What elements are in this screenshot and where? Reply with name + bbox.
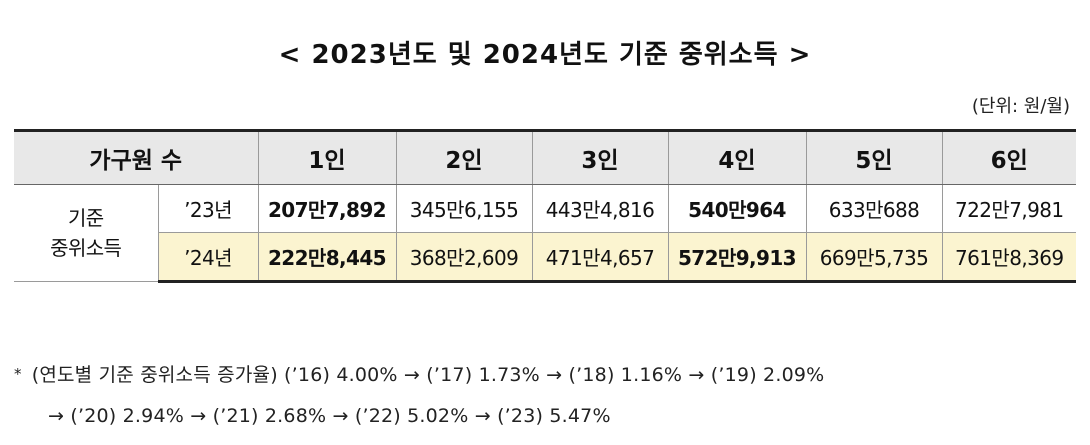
year-cell-2023: ’23년 [157, 184, 259, 233]
table-row-2024: ’24년 222만8,445 368만2,609 471만4,657 572만9… [14, 232, 1076, 283]
row-label-median-income: 기준 중위소득 [14, 184, 159, 282]
header-2-person: 2인 [395, 129, 533, 185]
cell-2024-6: 761만8,369 [941, 232, 1076, 283]
cell-2023-2: 345만6,155 [395, 184, 533, 233]
unit-label: (단위: 원/월) [971, 96, 1070, 117]
year-cell-2024: ’24년 [157, 232, 259, 283]
table-row-2023: 기준 중위소득 ’23년 207만7,892 345만6,155 443만4,8… [14, 184, 1076, 282]
cell-2023-6: 722만7,981 [941, 184, 1076, 233]
page-title: < 2023년도 및 2024년도 기준 중위소득 > [278, 40, 812, 70]
header-6-person: 6인 [941, 129, 1076, 185]
table-header-row: 가구원 수 1인 2인 3인 4인 5인 6인 [14, 129, 1076, 185]
header-5-person: 5인 [805, 129, 943, 185]
cell-2024-3: 471만4,657 [531, 232, 669, 283]
note-bullet: * [14, 365, 22, 383]
note-line-2: → (’20) 2.94% → (’21) 2.68% → (’22) 5.02… [48, 405, 611, 427]
header-3-person: 3인 [531, 129, 669, 185]
cell-2024-2: 368만2,609 [395, 232, 533, 283]
cell-2023-4: 540만964 [667, 184, 807, 233]
cell-2023-1: 207만7,892 [257, 184, 397, 233]
note-line-1: * (연도별 기준 중위소득 증가율) (’16) 4.00% → (’17) 1… [14, 354, 1076, 396]
header-4-person: 4인 [667, 129, 807, 185]
cell-2023-3: 443만4,816 [531, 184, 669, 233]
header-1-person: 1인 [257, 129, 397, 185]
growth-rate-note: * (연도별 기준 중위소득 증가율) (’16) 4.00% → (’17) 1… [14, 354, 1076, 437]
cell-2023-5: 633만688 [805, 184, 943, 233]
cell-2024-1: 222만8,445 [257, 232, 397, 283]
cell-2024-4: 572만9,913 [667, 232, 807, 283]
row-label-line2: 중위소득 [50, 236, 122, 260]
cell-2024-5: 669만5,735 [805, 232, 943, 283]
median-income-table: 가구원 수 1인 2인 3인 4인 5인 6인 기준 중위소득 ’23년 207… [14, 129, 1076, 283]
row-label-line1: 기준 [67, 206, 104, 230]
header-household-size: 가구원 수 [14, 129, 259, 185]
note-text-1: (연도별 기준 중위소득 증가율) (’16) 4.00% → (’17) 1.… [31, 364, 825, 386]
